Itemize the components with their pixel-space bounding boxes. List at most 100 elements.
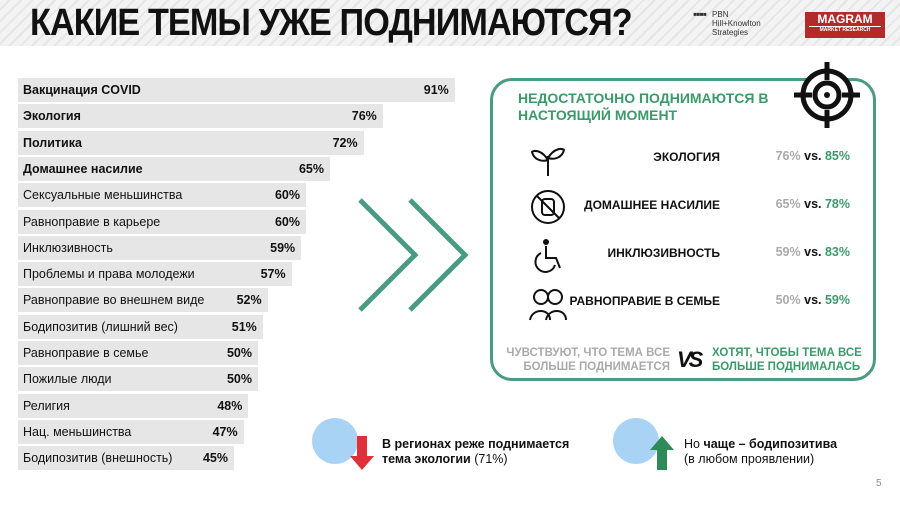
legend-want: ХОТЯТ, ЧТОБЫ ТЕМА ВСЕ БОЛЬШЕ ПОДНИМАЛАСЬ: [712, 347, 862, 373]
bodypositive-note-pre: Но: [684, 437, 704, 451]
topic-bar: Религия 48%: [18, 393, 249, 418]
topic-bar: Равноправие в семье 50%: [18, 341, 258, 365]
vs-label: vs.: [800, 197, 825, 211]
city-building-icon: [613, 418, 659, 464]
panel-topic: ИНКЛЮЗИВНОСТЬ: [607, 246, 720, 260]
stop-hand-icon: [531, 190, 565, 224]
arrow-down-icon: [350, 436, 374, 470]
topic-value: 65%: [298, 161, 324, 176]
panel-topic: РАВНОПРАВИЕ В СЕМЬЕ: [569, 294, 720, 308]
legend-feel: ЧУВСТВУЮТ, ЧТО ТЕМА ВСЕ БОЛЬШЕ ПОДНИМАЕТ…: [506, 347, 670, 373]
topic-bar: Равноправие во внешнем виде 52%: [18, 288, 268, 313]
panel-title: НЕДОСТАТОЧНО ПОДНИМАЮТСЯ В НАСТОЯЩИЙ МОМ…: [518, 90, 769, 123]
magram-name: MAGRAM: [817, 12, 873, 26]
feel-value: 76%: [775, 149, 801, 163]
topic-bar: Бодипозитив (внешность) 45%: [18, 446, 234, 471]
topic-bar: Экология 76%: [18, 104, 383, 129]
topic-label: Бодипозитив (лишний вес): [23, 319, 178, 334]
topic-value: 60%: [274, 188, 300, 203]
regions-note-bold: В регионах реже поднимается тема экологи…: [382, 437, 570, 466]
panel-comparison: 59% vs. 83%: [776, 245, 850, 259]
topic-value: 48%: [217, 398, 243, 413]
topic-value: 47%: [212, 424, 238, 439]
panel-topic: ДОМАШНЕЕ НАСИЛИЕ: [584, 198, 720, 212]
panel-comparison: 65% vs. 78%: [776, 197, 850, 211]
topic-label: Проблемы и права молодежи: [23, 267, 195, 282]
topic-label: Сексуальные меньшинства: [23, 188, 183, 203]
topic-label: Бодипозитив (внешность): [23, 451, 173, 466]
topic-value: 72%: [332, 135, 358, 150]
page-title: КАКИЕ ТЕМЫ УЖЕ ПОДНИМАЮТСЯ?: [30, 2, 633, 44]
topic-bar: Пожилые люди 50%: [18, 367, 258, 392]
topic-label: Вакцинация COVID: [23, 83, 141, 97]
arrow-up-icon: [650, 436, 674, 470]
topic-label: Равноправие во внешнем виде: [23, 293, 205, 308]
topic-value: 76%: [351, 109, 377, 124]
topic-label: Домашнее насилие: [23, 161, 143, 176]
panel-row: ИНКЛЮЗИВНОСТЬ 59% vs. 83%: [520, 234, 860, 274]
vs-label: vs.: [800, 149, 825, 163]
topic-bar: Домашнее насилие 65%: [18, 156, 330, 181]
topic-value: 57%: [260, 267, 286, 282]
legend-vs: VS: [677, 347, 703, 372]
want-value: 78%: [824, 197, 850, 211]
topic-value: 45%: [202, 451, 228, 466]
want-value: 83%: [824, 245, 850, 259]
pbn-logo: ▪▪▪▪ PBN Hill+Knowlton Strategies: [693, 7, 761, 37]
wheelchair-icon: [534, 239, 561, 273]
panel-row: ДОМАШНЕЕ НАСИЛИЕ 65% vs. 78%: [520, 186, 860, 226]
topic-label: Политика: [23, 135, 82, 150]
bodypositive-note-rest: (в любом проявлении): [684, 452, 815, 466]
page-number: 5: [876, 478, 882, 489]
topic-value: 59%: [270, 240, 296, 255]
regions-note: В регионах реже поднимается тема экологи…: [382, 437, 592, 467]
panel-row: РАВНОПРАВИЕ В СЕМЬЕ 50% vs. 59%: [520, 282, 860, 322]
topic-label: Пожилые люди: [23, 372, 112, 387]
pbn-logo-line: Strategies: [712, 28, 749, 37]
feel-value: 50%: [775, 293, 801, 307]
panel-row: ЭКОЛОГИЯ 76% vs. 85%: [520, 138, 860, 178]
topic-label: Нац. меньшинства: [23, 424, 132, 439]
magram-logo: MAGRAM MARKET RESEARCH: [805, 12, 885, 38]
topic-label: Религия: [23, 398, 70, 413]
topic-value: 91%: [423, 83, 449, 97]
pbn-logo-line: Hill+Knowlton: [712, 19, 761, 28]
bodypositive-note: Но чаще – бодипозитива (в любом проявлени…: [684, 437, 884, 467]
pbn-mark: ▪▪▪▪: [693, 7, 707, 21]
topic-value: 52%: [236, 293, 262, 308]
vs-label: vs.: [800, 245, 825, 259]
header: КАКИЕ ТЕМЫ УЖЕ ПОДНИМАЮТСЯ? ▪▪▪▪ PBN Hill…: [0, 0, 900, 46]
bodypositive-note-bold: чаще – бодипозитива: [703, 437, 838, 451]
topic-bar: Политика 72%: [18, 130, 364, 155]
panel-comparison: 50% vs. 59%: [776, 293, 850, 307]
pbn-logo-line: PBN: [712, 10, 729, 19]
magram-sub: MARKET RESEARCH: [809, 26, 881, 34]
topic-bar: Равноправие в карьере 60%: [18, 209, 306, 234]
panel-comparison: 76% vs. 85%: [776, 149, 850, 163]
topic-bar: Вакцинация COVID 91%: [18, 78, 455, 102]
topic-label: Экология: [23, 109, 81, 124]
topic-label: Инклюзивность: [23, 240, 113, 255]
topic-bar: Проблемы и права молодежи 57%: [18, 262, 292, 287]
topic-value: 51%: [231, 319, 257, 334]
vs-label: vs.: [800, 293, 825, 307]
family-icon: [529, 289, 567, 321]
regions-note-value: (71%): [470, 452, 508, 466]
feel-value: 59%: [775, 245, 801, 259]
sprout-icon: [530, 148, 566, 176]
topic-label: Равноправие в карьере: [23, 214, 161, 229]
insufficient-topics-panel: [490, 78, 876, 381]
topic-bar: Инклюзивность 59%: [18, 235, 302, 260]
topic-bar: Нац. меньшинства 47%: [18, 419, 244, 444]
want-value: 85%: [824, 149, 850, 163]
feel-value: 65%: [775, 197, 801, 211]
topic-value: 50%: [226, 346, 252, 360]
topic-value: 60%: [274, 214, 300, 229]
double-chevron-icon: [358, 198, 469, 312]
topic-value: 50%: [226, 372, 252, 387]
want-value: 59%: [824, 293, 850, 307]
panel-topic: ЭКОЛОГИЯ: [653, 150, 720, 164]
topic-bar: Бодипозитив (лишний вес) 51%: [18, 314, 263, 339]
topic-bar: Сексуальные меньшинства 60%: [18, 183, 306, 208]
topic-label: Равноправие в семье: [23, 346, 149, 360]
